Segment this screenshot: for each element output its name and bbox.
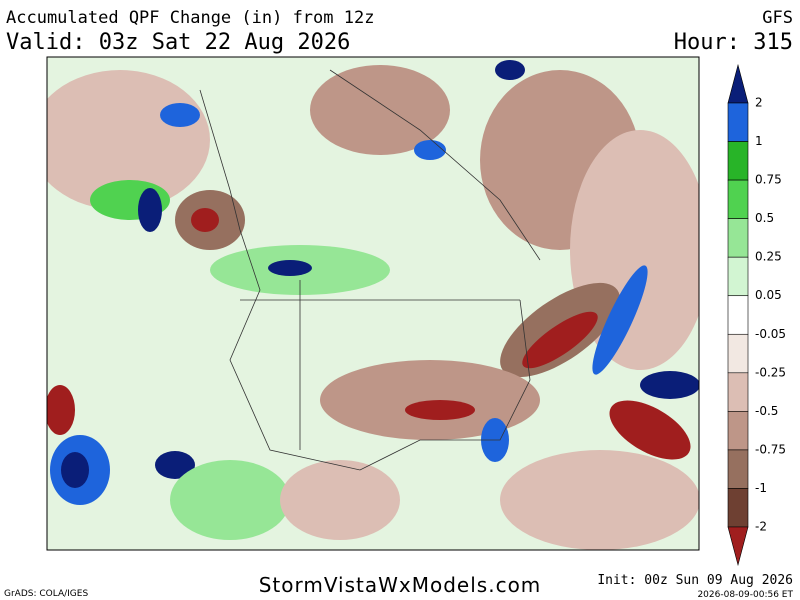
map — [46, 56, 700, 551]
color-swatch — [727, 256, 749, 297]
color-swatch — [727, 488, 749, 528]
colorbar-label: 0.75 — [755, 173, 782, 187]
valid-time: Valid: 03z Sat 22 Aug 2026 — [6, 30, 350, 55]
colorbar-label: -1 — [755, 481, 767, 495]
colorbar-label: 0.5 — [755, 211, 774, 225]
color-swatch — [727, 449, 749, 489]
color-swatch — [727, 295, 749, 335]
timestamp: 2026-08-09-00:56 ET — [697, 590, 793, 600]
colorbar-cap — [727, 526, 749, 567]
forecast-hour: Hour: 315 — [674, 30, 793, 55]
model-name: GFS — [762, 8, 793, 28]
colorbar-label: 0.05 — [755, 288, 782, 302]
init-time: Init: 00z Sun 09 Aug 2026 — [597, 573, 793, 588]
colorbar-label: -0.75 — [755, 442, 786, 456]
colorbar-label: -0.5 — [755, 404, 778, 418]
color-swatch — [727, 102, 749, 142]
colorbar-label: -0.05 — [755, 327, 786, 341]
color-swatch — [727, 179, 749, 219]
colorbar-label: 0.25 — [755, 250, 782, 264]
colorbar-label: 2 — [755, 96, 763, 110]
color-swatch — [727, 372, 749, 412]
color-swatch — [727, 411, 749, 451]
precip-field — [47, 60, 699, 550]
colorbar-label: -2 — [755, 520, 767, 534]
color-swatch — [727, 333, 749, 374]
title: Accumulated QPF Change (in) from 12z — [6, 8, 374, 28]
colorbar-label: 1 — [755, 134, 763, 148]
site-name: StormVistaWxModels.com — [259, 573, 542, 597]
color-swatch — [727, 141, 749, 181]
colorbar-cap — [727, 63, 749, 104]
colorbar-label: -0.25 — [755, 365, 786, 379]
credit: GrADS: COLA/IGES — [4, 589, 88, 599]
colorbar: 2 1 0.75 0.5 0.25 0.05 -0.05 -0.25 -0.5 -0.75 -1 -2 — [727, 63, 786, 567]
color-swatch — [727, 218, 749, 258]
